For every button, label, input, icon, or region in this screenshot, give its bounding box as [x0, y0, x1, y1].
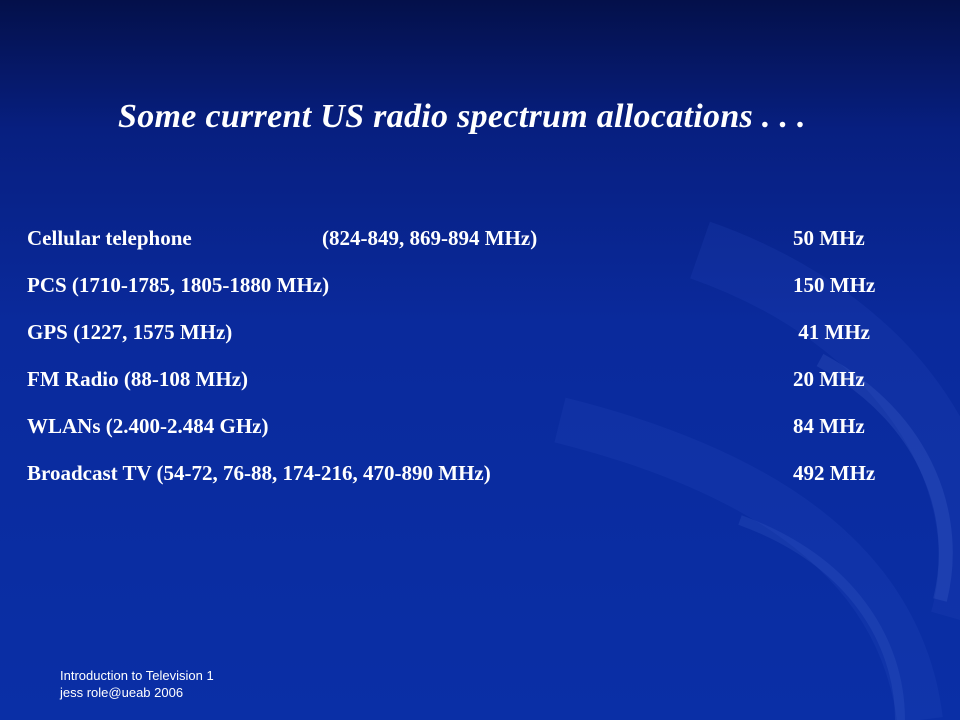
bandwidth-value: 50 MHz: [793, 226, 865, 250]
service-label: PCS (1710-1785, 1805-1880 MHz): [27, 273, 330, 297]
service-label: Broadcast TV (54-72, 76-88, 174-216, 470…: [27, 461, 491, 485]
footer-course-title: Introduction to Television 1: [60, 668, 214, 683]
slide-title: Some current US radio spectrum allocatio…: [118, 98, 806, 135]
bandwidth-value: 20 MHz: [793, 367, 865, 391]
bandwidth-value: 84 MHz: [793, 414, 865, 438]
service-label: FM Radio (88-108 MHz): [27, 367, 249, 391]
service-label: GPS (1227, 1575 MHz): [27, 320, 233, 344]
allocation-row-cellular: Cellular telephone (824-849, 869-894 MHz…: [0, 226, 960, 256]
service-label: WLANs (2.400-2.484 GHz): [27, 414, 269, 438]
slide-footer: Introduction to Television 1 jess role@u…: [60, 667, 214, 701]
allocation-row-fm-radio: FM Radio (88-108 MHz) 20 MHz: [0, 367, 960, 397]
bandwidth-value: 150 MHz: [793, 273, 876, 297]
service-label: Cellular telephone: [27, 226, 192, 250]
allocation-row-wlans: WLANs (2.400-2.484 GHz) 84 MHz: [0, 414, 960, 444]
allocation-row-broadcast-tv: Broadcast TV (54-72, 76-88, 174-216, 470…: [0, 461, 960, 491]
allocation-row-pcs: PCS (1710-1785, 1805-1880 MHz) 150 MHz: [0, 273, 960, 303]
footer-author: jess role@ueab 2006: [60, 685, 184, 700]
bandwidth-value: 492 MHz: [793, 461, 876, 485]
allocation-row-gps: GPS (1227, 1575 MHz) 41 MHz: [0, 320, 960, 350]
frequency-range: (824-849, 869-894 MHz): [322, 226, 538, 250]
bandwidth-value: 41 MHz: [793, 320, 870, 344]
